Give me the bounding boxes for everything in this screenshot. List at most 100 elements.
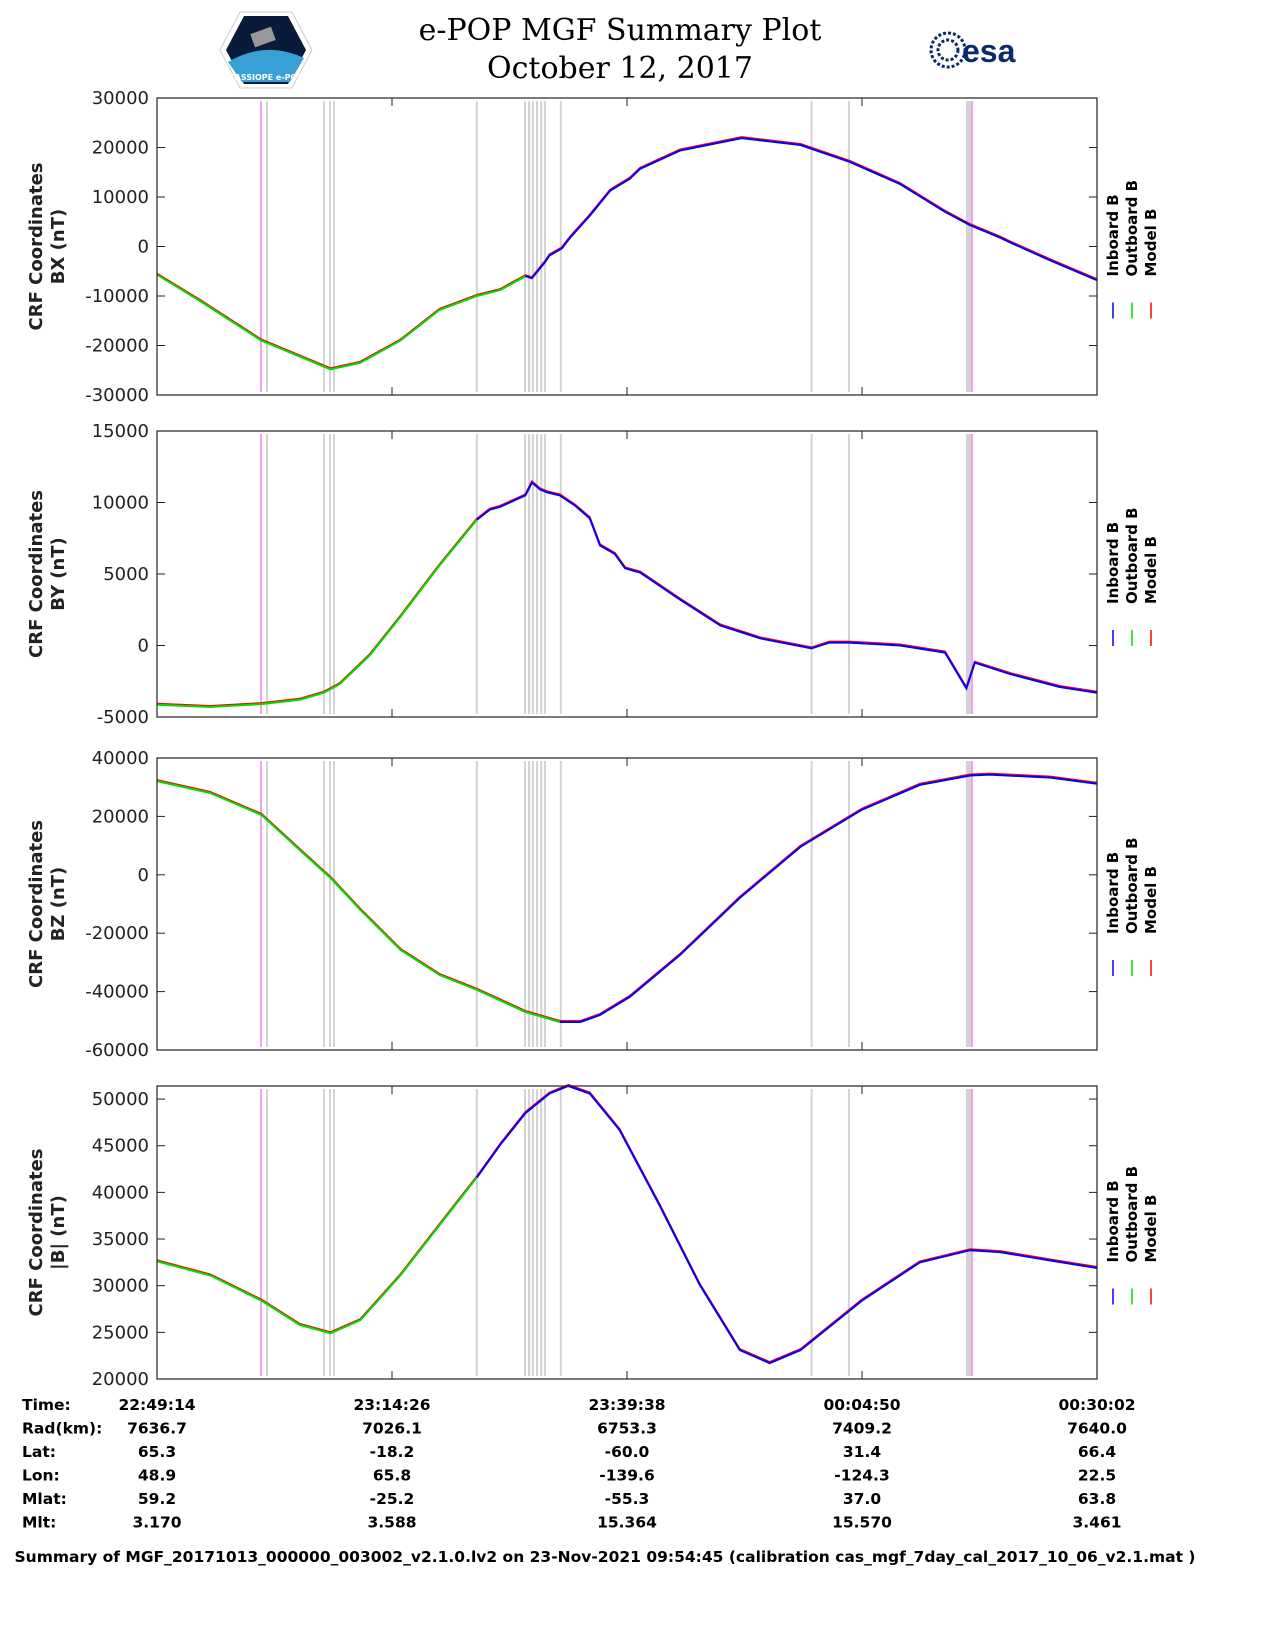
cell-value: -60.0 xyxy=(605,1443,650,1461)
legend: Inboard B Outboard B Model B xyxy=(1104,180,1160,319)
y-axis-label-line2: BX (nT) xyxy=(48,209,69,284)
series-inboard-b xyxy=(476,1084,1098,1365)
legend: Inboard B Outboard B Model B xyxy=(1104,1166,1160,1305)
cell-value: 00:04:50 xyxy=(823,1396,900,1414)
y-tick-label: 25000 xyxy=(92,1322,149,1343)
footer-caption: Summary of MGF_20171013_000000_003002_v2… xyxy=(15,1548,1196,1566)
cell-value: 00:30:02 xyxy=(1058,1396,1135,1414)
panel-1: -30000 -20000 -10000 0 10000 20000 30000 CRF Co… xyxy=(26,88,1160,406)
cell-value: -25.2 xyxy=(370,1490,415,1508)
series-model-b xyxy=(156,136,1098,370)
plot-frame xyxy=(156,1085,1098,1380)
y-tick-label: -20000 xyxy=(85,923,149,944)
y-tick-label: 40000 xyxy=(92,748,149,769)
cell-value: 23:39:38 xyxy=(588,1396,665,1414)
row-label: Lon: xyxy=(22,1467,60,1485)
cell-value: 22.5 xyxy=(1078,1467,1116,1485)
cell-value: -55.3 xyxy=(605,1490,650,1508)
row-label: Lat: xyxy=(22,1443,56,1461)
y-axis-label-line1: CRF Coordinates xyxy=(26,1149,47,1317)
orbit-table: Time: 22:49:14 23:14:26 23:39:38 00:04:50 00:… xyxy=(22,1396,1136,1532)
panel-4: 20000 25000 30000 35000 40000 45000 50000 CRF C… xyxy=(26,1083,1160,1390)
cell-value: 22:49:14 xyxy=(118,1396,195,1414)
y-tick-label: 30000 xyxy=(92,1276,149,1297)
cell-value: 15.570 xyxy=(832,1514,892,1532)
series-model-b xyxy=(156,772,1098,1022)
row-label: Mlat: xyxy=(22,1490,67,1508)
legend-label: Model B xyxy=(1142,536,1160,604)
y-tick-label: 20000 xyxy=(92,806,149,827)
y-tick-label: 0 xyxy=(138,865,149,886)
cell-value: 65.8 xyxy=(373,1467,411,1485)
table-row: Time: 22:49:14 23:14:26 23:39:38 00:04:50 00:… xyxy=(22,1396,1136,1414)
cell-value: -124.3 xyxy=(834,1467,889,1485)
panel-3: -60000 -40000 -20000 0 20000 40000 CRF Coordin… xyxy=(26,748,1160,1061)
table-row: Lon: 48.9 65.8 -139.6 -124.3 22.5 xyxy=(22,1467,1116,1485)
y-axis-label: CRF Coordinates|B| (nT) xyxy=(26,1149,69,1317)
table-row: Rad(km): 7636.7 7026.1 6753.3 7409.2 7640.0 xyxy=(22,1420,1127,1438)
series-inboard-b xyxy=(476,480,1098,694)
cell-value: 3.588 xyxy=(367,1514,416,1532)
y-axis-label: CRF CoordinatesBX (nT) xyxy=(26,163,69,331)
legend-label: Outboard B xyxy=(1123,837,1141,934)
y-tick-label: -5000 xyxy=(97,707,149,728)
cell-value: 3.170 xyxy=(132,1514,181,1532)
y-axis-label: CRF CoordinatesBY (nT) xyxy=(26,490,69,658)
legend-label: Inboard B xyxy=(1104,1180,1122,1262)
cell-value: 59.2 xyxy=(138,1490,176,1508)
legend-label: Inboard B xyxy=(1104,194,1122,276)
y-axis-label-line1: CRF Coordinates xyxy=(26,163,47,331)
title-line-2: October 12, 2017 xyxy=(487,51,753,86)
cell-value: 63.8 xyxy=(1078,1490,1116,1508)
legend-label: Model B xyxy=(1142,1195,1160,1263)
plot-title: e-POP MGF Summary Plot October 12, 2017 xyxy=(370,12,870,88)
table-row: Mlt: 3.170 3.588 15.364 15.570 3.461 xyxy=(22,1514,1122,1532)
legend: Inboard B Outboard B Model B xyxy=(1104,507,1160,646)
y-tick-label: 15000 xyxy=(92,421,149,442)
series-outboard-b xyxy=(156,273,526,371)
y-tick-label: -40000 xyxy=(85,982,149,1003)
cell-value: 65.3 xyxy=(138,1443,176,1461)
y-tick-label: 0 xyxy=(138,237,149,258)
y-tick-label: -60000 xyxy=(85,1040,149,1061)
legend-label: Outboard B xyxy=(1123,180,1141,277)
cell-value: 6753.3 xyxy=(597,1420,657,1438)
y-tick-label: 10000 xyxy=(92,493,149,514)
cell-value: 31.4 xyxy=(843,1443,881,1461)
cell-value: 7409.2 xyxy=(832,1420,892,1438)
legend-label: Inboard B xyxy=(1104,852,1122,934)
series-inboard-b xyxy=(559,773,1098,1023)
cassiope-logo: CASSIOPE e-POP xyxy=(219,11,313,89)
y-tick-label: 20000 xyxy=(92,1369,149,1390)
y-axis-label-line2: BZ (nT) xyxy=(48,867,69,942)
series-inboard-b xyxy=(525,137,1098,282)
row-label: Mlt: xyxy=(22,1514,56,1532)
y-axis-label-line1: CRF Coordinates xyxy=(26,820,47,988)
title-line-1: e-POP MGF Summary Plot xyxy=(418,13,822,48)
y-tick-label: 0 xyxy=(138,636,149,657)
y-tick-label: 20000 xyxy=(92,138,149,159)
cell-value: 37.0 xyxy=(843,1490,881,1508)
cell-value: 15.364 xyxy=(597,1514,657,1532)
legend-label: Inboard B xyxy=(1104,522,1122,604)
plot-frame xyxy=(156,757,1098,1051)
plot-frame xyxy=(156,97,1098,396)
y-tick-label: 45000 xyxy=(92,1136,149,1157)
cell-value: 3.461 xyxy=(1072,1514,1121,1532)
y-tick-label: 50000 xyxy=(92,1089,149,1110)
y-axis-label: CRF CoordinatesBZ (nT) xyxy=(26,820,69,988)
esa-logo-text: esa xyxy=(962,33,1016,69)
row-label: Time: xyxy=(22,1396,71,1414)
cell-value: -139.6 xyxy=(599,1467,654,1485)
y-tick-label: -10000 xyxy=(85,286,149,307)
row-label: Rad(km): xyxy=(22,1420,102,1438)
y-axis-label-line1: CRF Coordinates xyxy=(26,490,47,658)
series-outboard-b xyxy=(156,519,478,709)
legend-label: Model B xyxy=(1142,209,1160,277)
table-row: Mlat: 59.2 -25.2 -55.3 37.0 63.8 xyxy=(22,1490,1116,1508)
cell-value: 7026.1 xyxy=(362,1420,422,1438)
cell-value: -18.2 xyxy=(370,1443,415,1461)
table-row: Lat: 65.3 -18.2 -60.0 31.4 66.4 xyxy=(22,1443,1116,1461)
y-tick-label: 5000 xyxy=(103,564,149,585)
